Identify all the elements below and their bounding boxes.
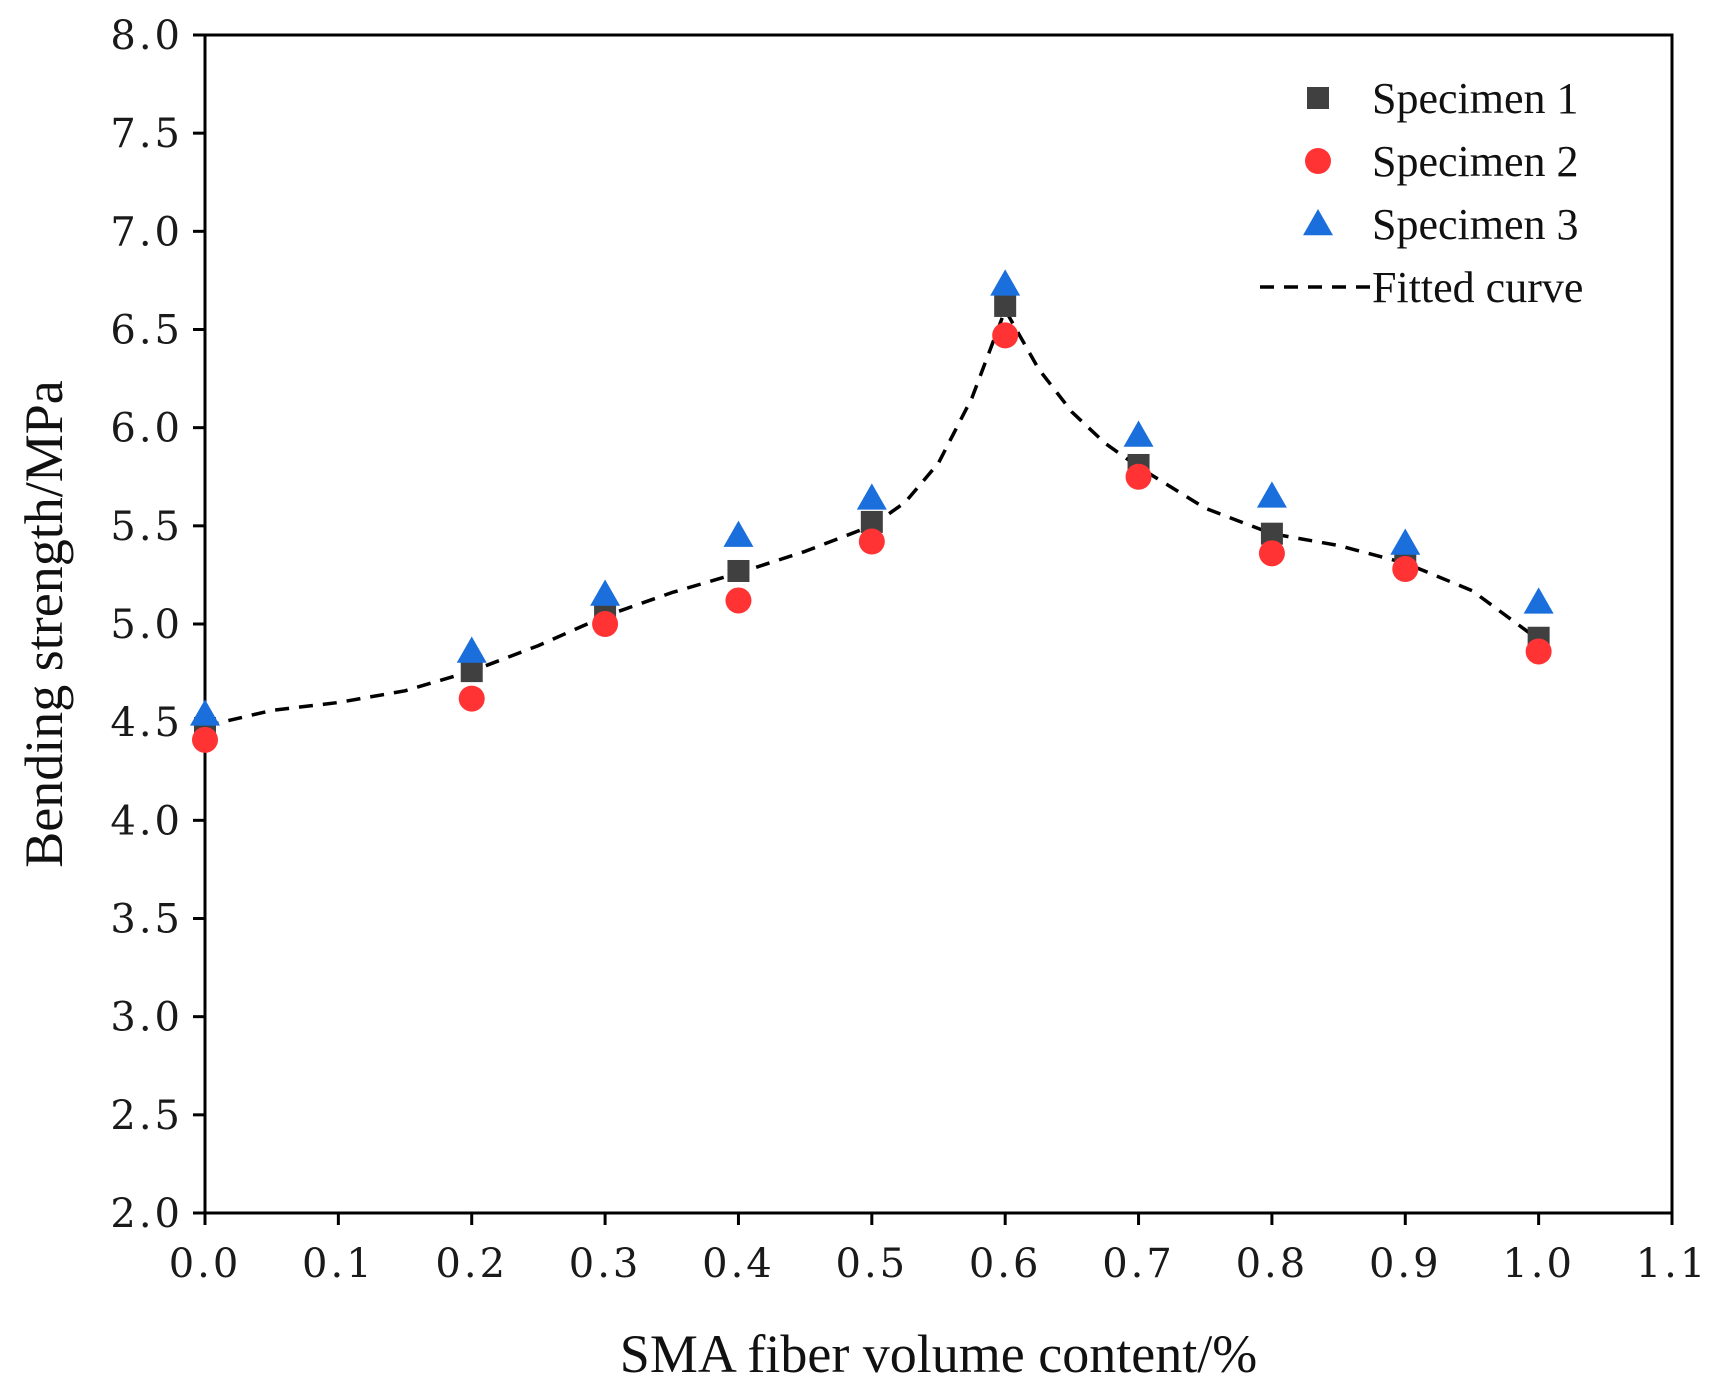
- y-tick-label: 2.5: [110, 1093, 183, 1139]
- data-point-circle: [1392, 556, 1419, 583]
- x-axis-ticks: 0.0 0.1 0.2 0.3 0.4 0.5 0.6 0.7 0.8 0.9 1.0 1.1: [169, 1213, 1709, 1287]
- legend-label: Specimen 1: [1372, 74, 1579, 123]
- x-tick-label: 0.2: [435, 1241, 508, 1287]
- y-tick-label: 7.0: [110, 209, 183, 255]
- legend-marker-triangle: [1303, 209, 1333, 236]
- data-point-circle: [725, 587, 752, 614]
- x-tick-label: 0.1: [302, 1241, 375, 1287]
- x-tick-label: 0.6: [969, 1241, 1042, 1287]
- y-tick-label: 2.0: [110, 1191, 183, 1237]
- data-point-square: [460, 660, 483, 683]
- y-tick-label: 5.0: [110, 602, 183, 648]
- y-axis-ticks: 2.0 2.5 3.0 3.5 4.0 4.5 5.0 5.5 6.0 6.5 7.0 7.5 8.0: [110, 13, 205, 1237]
- y-tick-label: 4.5: [110, 700, 183, 746]
- legend-marker-circle: [1305, 148, 1331, 174]
- series-3: [190, 269, 1554, 726]
- y-tick-label: 5.5: [110, 504, 183, 550]
- y-tick-label: 7.5: [110, 111, 183, 157]
- data-point-square: [727, 559, 750, 582]
- data-point-circle: [992, 322, 1019, 349]
- data-point-circle: [858, 528, 885, 555]
- legend-marker-square: [1307, 87, 1329, 109]
- data-point-triangle: [1390, 528, 1421, 555]
- data-point-triangle: [456, 636, 487, 663]
- y-tick-label: 3.5: [110, 897, 183, 943]
- data-point-triangle: [590, 579, 621, 606]
- data-point-circle: [592, 611, 619, 637]
- data-point-circle: [192, 726, 218, 753]
- x-tick-label: 0.7: [1102, 1241, 1175, 1287]
- y-tick-label: 6.0: [110, 406, 183, 452]
- series-2: [192, 322, 1552, 753]
- x-tick-label: 1.0: [1502, 1241, 1575, 1287]
- data-point-circle: [1125, 463, 1152, 490]
- y-tick-label: 8.0: [110, 13, 183, 59]
- data-point-square: [860, 510, 883, 533]
- data-points-layer: [190, 269, 1554, 753]
- y-tick-label: 3.0: [110, 995, 183, 1041]
- data-point-circle: [1258, 540, 1285, 567]
- y-axis-title: Bending strength/MPa: [14, 380, 74, 868]
- legend-label: Fitted curve: [1372, 263, 1583, 312]
- data-point-triangle: [1256, 481, 1287, 508]
- data-point-triangle: [723, 520, 754, 547]
- x-tick-label: 0.0: [169, 1241, 242, 1287]
- series-1: [194, 294, 1550, 740]
- x-tick-label: 0.3: [569, 1241, 642, 1287]
- data-point-triangle: [1523, 587, 1554, 614]
- data-point-triangle: [856, 483, 887, 510]
- data-point-circle: [458, 685, 485, 712]
- data-point-square: [994, 294, 1017, 317]
- x-axis-title: SMA fiber volume content/%: [620, 1324, 1257, 1384]
- data-point-square: [1260, 522, 1283, 545]
- data-point-triangle: [1123, 420, 1154, 447]
- data-point-circle: [1525, 638, 1552, 665]
- x-tick-label: 0.9: [1369, 1241, 1442, 1287]
- x-tick-label: 0.4: [702, 1241, 775, 1287]
- data-point-triangle: [990, 269, 1021, 296]
- x-tick-label: 1.1: [1636, 1241, 1709, 1287]
- y-tick-label: 4.0: [110, 798, 183, 844]
- legend: Specimen 1 Specimen 2 Specimen 3 Fitted cur…: [1260, 74, 1583, 312]
- data-point-triangle: [190, 699, 220, 726]
- x-tick-label: 0.8: [1236, 1241, 1309, 1287]
- y-tick-label: 6.5: [110, 308, 183, 354]
- legend-label: Specimen 2: [1372, 137, 1579, 186]
- x-tick-label: 0.5: [836, 1241, 909, 1287]
- legend-label: Specimen 3: [1372, 200, 1579, 249]
